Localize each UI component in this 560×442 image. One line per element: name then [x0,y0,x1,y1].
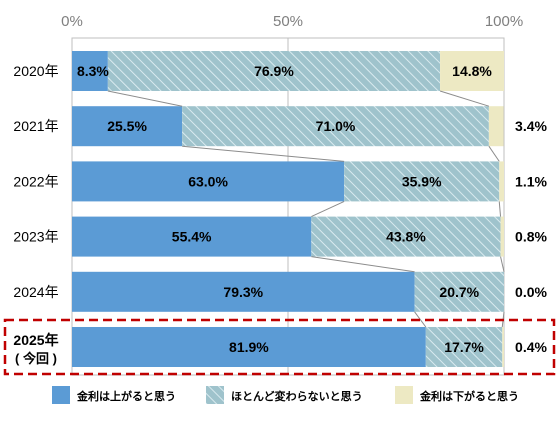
data-label-down: 0.0% [515,284,547,300]
data-label-flat: 17.7% [444,339,484,355]
connector-line [439,90,490,107]
connector-line [311,256,415,273]
data-label-flat: 71.0% [316,118,356,134]
category-label: 2024年 [13,284,58,300]
bar-segment [502,327,504,367]
category-label: 2023年 [13,229,58,245]
bar-segment [72,161,345,202]
connector-line [311,200,345,218]
bar-segment [107,51,441,91]
bar-segment [72,327,426,367]
bar-segment [488,106,504,147]
legend-swatch [206,386,224,404]
x-tick-label: 100% [485,13,523,30]
connector-line [498,201,502,217]
connector-line [488,145,500,162]
category-label: 2020年 [13,63,58,79]
connector-line [414,311,427,328]
bar-segment [311,216,501,257]
data-label-up: 8.3% [77,63,109,79]
bar-segment [500,216,504,257]
legend-swatch [395,386,413,404]
legend-label: ほとんど変わらないと思う [231,389,363,403]
connector-line [107,90,183,107]
data-label-down: 1.1% [515,173,547,189]
legend-label: 金利は下がると思う [419,389,519,403]
bar-segment [72,106,183,147]
x-tick-label: 0% [61,13,83,30]
data-label-flat: 20.7% [439,284,479,300]
data-label-flat: 76.9% [254,63,294,79]
bar-segment [72,271,415,312]
highlight-box [3,318,556,376]
connector-line [500,256,505,272]
bar-segment [182,106,489,147]
data-label-up: 79.3% [223,284,263,300]
data-label-up: 55.4% [172,229,212,245]
data-label-flat: 43.8% [386,229,426,245]
bar-segment [72,51,108,91]
bar-segment [72,216,312,257]
bar-segment [425,327,503,367]
category-label-highlighted: 2025年 [13,332,58,348]
connector-line [182,145,345,162]
category-label: 2022年 [13,173,58,189]
bar-segment [414,271,504,312]
data-label-down: 3.4% [515,118,547,134]
x-tick-label: 50% [273,13,303,30]
category-label-highlighted-note: ( 今回 ) [15,351,57,366]
data-label-up: 63.0% [188,173,228,189]
data-label-flat: 35.9% [402,173,442,189]
data-label-down: 0.4% [515,339,547,355]
bar-segment [344,161,500,202]
legend-swatch [52,386,70,404]
data-label-down: 0.8% [515,229,547,245]
data-label-up: 25.5% [107,118,147,134]
bar-segment [499,161,504,202]
category-label: 2021年 [13,118,58,134]
data-label-up: 81.9% [229,339,269,355]
data-label-down: 14.8% [452,63,492,79]
bar-segment [440,51,504,91]
legend-label: 金利は上がると思う [76,389,176,403]
